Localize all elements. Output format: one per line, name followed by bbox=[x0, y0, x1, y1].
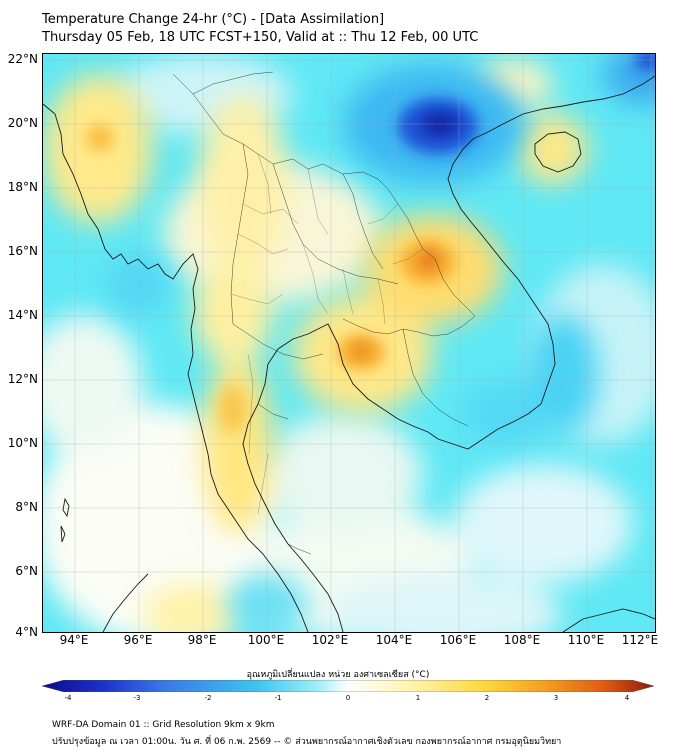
colorbar-tick: 3 bbox=[553, 694, 559, 702]
lon-label-112e: 112°E bbox=[621, 633, 659, 647]
colorbar-tick: -1 bbox=[274, 694, 282, 702]
colorbar bbox=[42, 680, 654, 692]
temperature-change-map bbox=[42, 53, 656, 633]
lon-label-98e: 98°E bbox=[187, 633, 217, 647]
colorbar-tick: 2 bbox=[484, 694, 490, 702]
colorbar-title: อุณหภูมิเปลี่ยนแปลง หน่วย องศาเซลเซียส (… bbox=[246, 670, 430, 680]
field-hot-core bbox=[352, 250, 439, 359]
footer-credit: ปรับปรุงข้อมูล ณ เวลา 01:00น. วัน ศ. ที่… bbox=[52, 737, 562, 747]
lon-label-108e: 108°E bbox=[503, 633, 541, 647]
map-subtitle: Thursday 05 Feb, 18 UTC FCST+150, Valid … bbox=[42, 30, 479, 45]
colorbar-tick: 1 bbox=[415, 694, 421, 702]
lon-label-102e: 102°E bbox=[311, 633, 349, 647]
colorbar-fill bbox=[42, 680, 654, 692]
province-lines bbox=[230, 153, 424, 515]
lat-label-22n: 22°N bbox=[7, 52, 38, 66]
lon-label-110e: 110°E bbox=[567, 633, 605, 647]
colorbar-tick: -3 bbox=[133, 694, 141, 702]
lat-label-18n: 18°N bbox=[7, 180, 38, 194]
lat-label-16n: 16°N bbox=[7, 244, 38, 258]
colorbar-tick: 0 bbox=[345, 694, 351, 702]
graticule bbox=[43, 54, 655, 632]
lat-label-4n: 4°N bbox=[15, 625, 38, 639]
lon-label-94e: 94°E bbox=[59, 633, 89, 647]
footer-model-info: WRF-DA Domain 01 :: Grid Resolution 9km … bbox=[52, 720, 275, 730]
lat-label-12n: 12°N bbox=[7, 372, 38, 386]
lat-label-8n: 8°N bbox=[15, 500, 38, 514]
map-title: Temperature Change 24-hr (°C) - [Data As… bbox=[42, 12, 385, 27]
lon-label-106e: 106°E bbox=[439, 633, 477, 647]
colorbar-tick: -2 bbox=[204, 694, 212, 702]
colorbar-tick: -4 bbox=[64, 694, 72, 702]
lat-label-10n: 10°N bbox=[7, 436, 38, 450]
colorbar-tick: 4 bbox=[624, 694, 630, 702]
lat-label-14n: 14°N bbox=[7, 308, 38, 322]
coastlines bbox=[43, 75, 655, 632]
lon-label-104e: 104°E bbox=[375, 633, 413, 647]
lon-label-96e: 96°E bbox=[123, 633, 153, 647]
lat-label-6n: 6°N bbox=[15, 564, 38, 578]
lon-label-100e: 100°E bbox=[247, 633, 285, 647]
lat-label-20n: 20°N bbox=[7, 116, 38, 130]
